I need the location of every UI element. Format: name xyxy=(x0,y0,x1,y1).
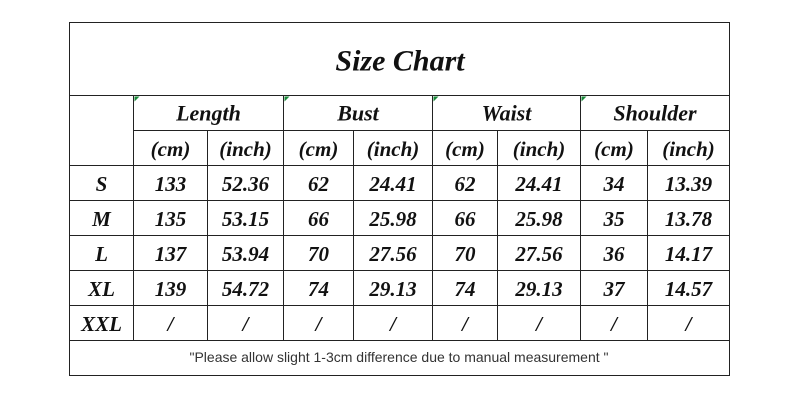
unit-header: (cm) xyxy=(445,137,485,161)
cell-value: / xyxy=(534,312,544,336)
cell-value: 24.41 xyxy=(514,172,562,196)
cell-marker xyxy=(581,96,587,102)
cell-value: 139 xyxy=(155,277,187,301)
column-header: Shoulder xyxy=(613,101,697,126)
cell-value: / xyxy=(314,312,324,336)
cell-value: 74 xyxy=(308,277,329,301)
cell-marker xyxy=(433,96,439,102)
cell-value: 27.56 xyxy=(368,242,417,266)
table-note: "Please allow slight 1-3cm difference du… xyxy=(189,349,608,365)
cell-value: 53.15 xyxy=(222,207,269,231)
cell-value: / xyxy=(388,312,398,336)
cell-value: 74 xyxy=(455,277,476,301)
row-label: XL xyxy=(87,277,115,301)
cell-value: 70 xyxy=(455,242,477,266)
column-header: Waist xyxy=(482,101,533,126)
row-label: XXL xyxy=(80,312,122,336)
unit-header: (cm) xyxy=(299,137,339,161)
unit-header: (inch) xyxy=(513,137,566,161)
column-header: Length xyxy=(175,101,241,126)
cell-value: 29.13 xyxy=(368,277,416,301)
cell-value: 13.78 xyxy=(665,207,713,231)
unit-header: (inch) xyxy=(219,137,272,161)
cell-value: 36 xyxy=(603,242,626,266)
cell-value: 66 xyxy=(308,207,330,231)
cell-value: 14.57 xyxy=(665,277,714,301)
cell-value: 13.39 xyxy=(665,172,713,196)
cell-value: 66 xyxy=(455,207,477,231)
row-label: L xyxy=(94,242,108,266)
row-label: M xyxy=(91,207,112,231)
cell-value: 133 xyxy=(155,172,187,196)
cell-value: 62 xyxy=(308,172,330,196)
cell-value: / xyxy=(460,312,470,336)
cell-value: 70 xyxy=(308,242,330,266)
unit-header: (inch) xyxy=(367,137,420,161)
cell-value: 53.94 xyxy=(222,242,269,266)
unit-header: (inch) xyxy=(662,137,715,161)
cell-value: 27.56 xyxy=(514,242,563,266)
column-header: Bust xyxy=(336,101,379,126)
cell-value: 135 xyxy=(155,207,187,231)
cell-value: 137 xyxy=(155,242,188,266)
unit-header: (cm) xyxy=(594,137,634,161)
cell-value: 62 xyxy=(455,172,477,196)
cell-value: 25.98 xyxy=(368,207,417,231)
cell-marker xyxy=(284,96,290,102)
cell-value: 14.17 xyxy=(665,242,714,266)
table-border xyxy=(69,22,730,376)
cell-value: 24.41 xyxy=(368,172,416,196)
cell-value: 35 xyxy=(603,207,625,231)
cell-value: 29.13 xyxy=(514,277,562,301)
cell-value: / xyxy=(241,312,251,336)
cell-value: 54.72 xyxy=(222,277,270,301)
row-label: S xyxy=(96,172,108,196)
cell-value: / xyxy=(166,312,176,336)
table-title: Size Chart xyxy=(335,45,466,78)
unit-header: (cm) xyxy=(151,137,191,161)
cell-value: 37 xyxy=(603,277,627,301)
cell-value: 34 xyxy=(603,172,625,196)
cell-value: 52.36 xyxy=(222,172,270,196)
cell-value: 25.98 xyxy=(514,207,563,231)
cell-marker xyxy=(134,96,140,102)
cell-value: / xyxy=(684,312,694,336)
cell-value: / xyxy=(609,312,619,336)
